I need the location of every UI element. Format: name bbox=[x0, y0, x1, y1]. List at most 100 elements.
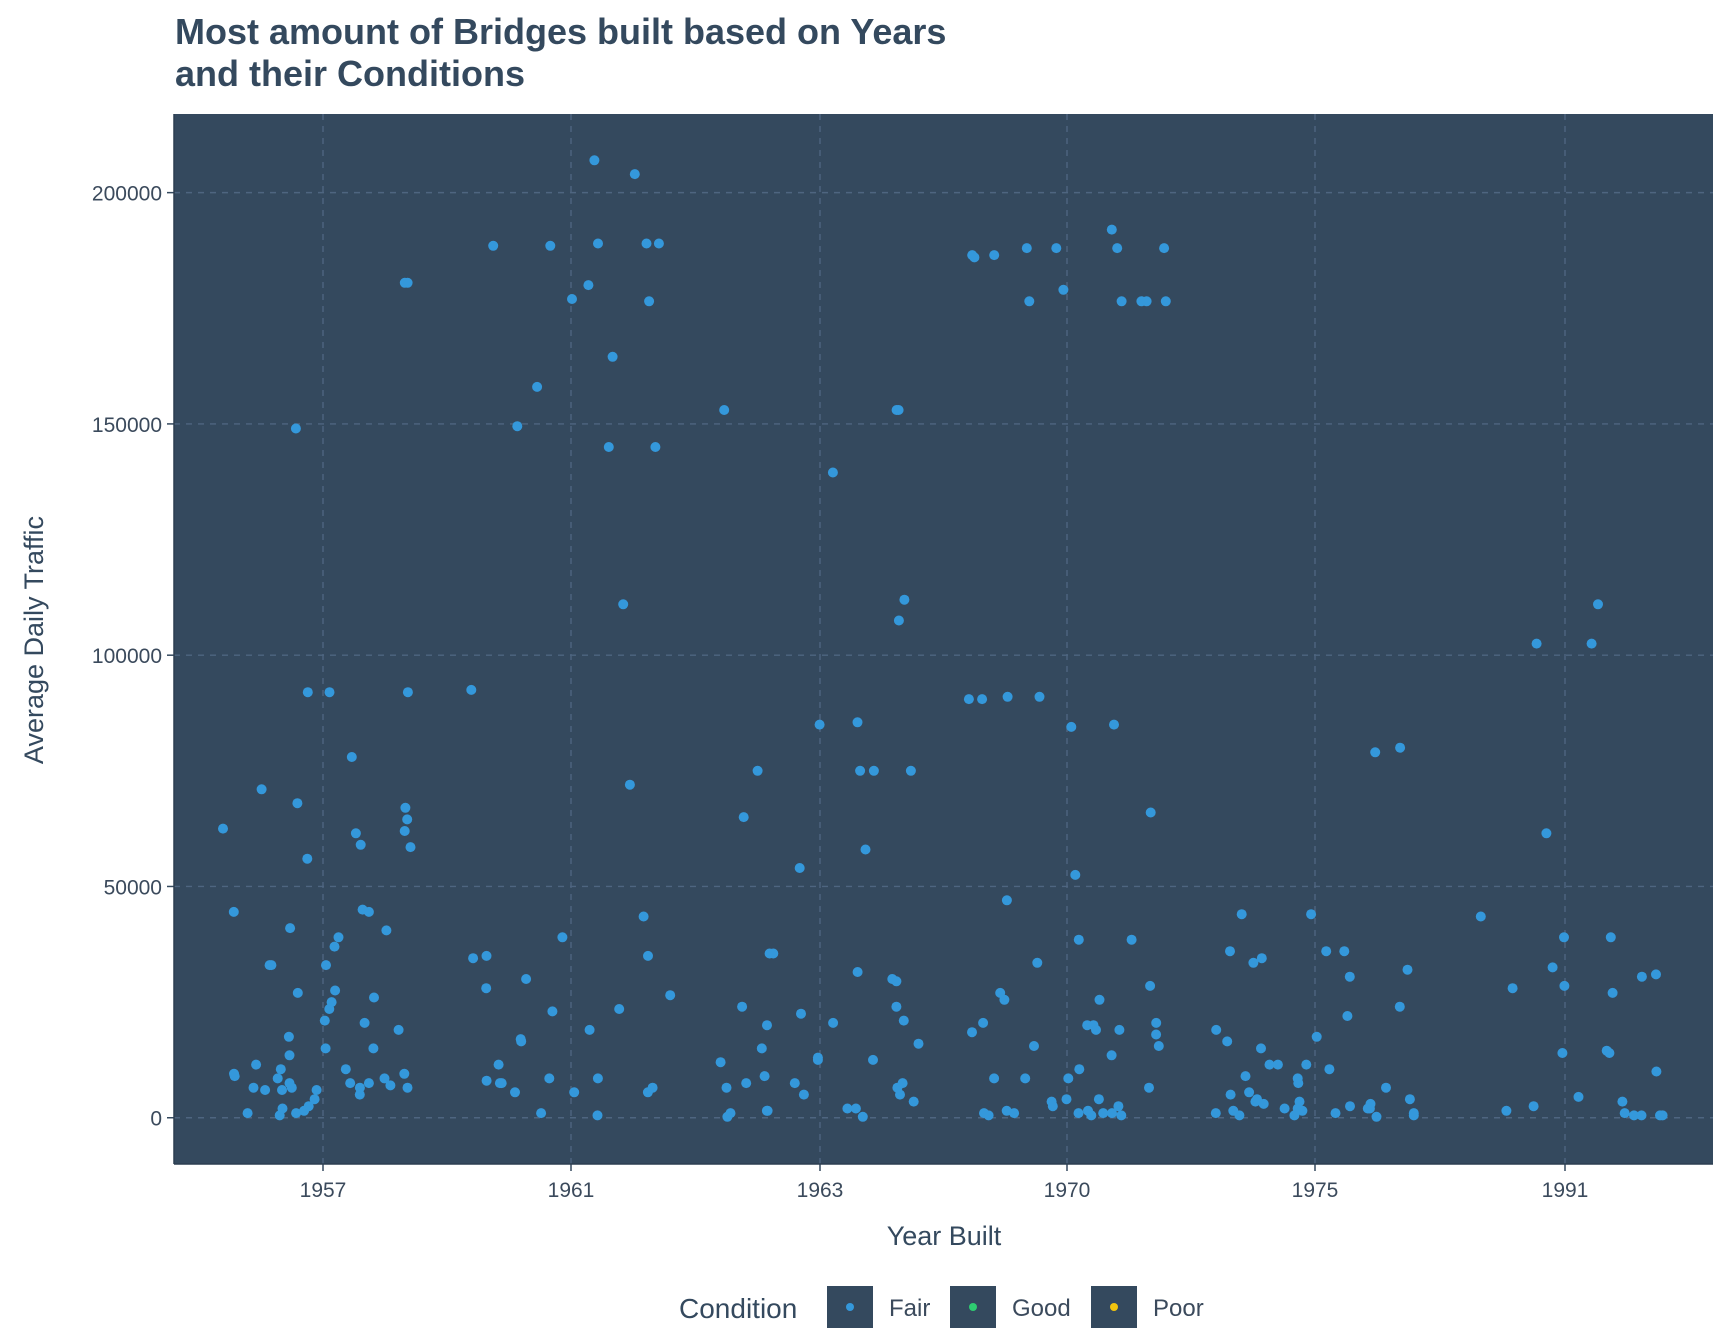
data-point-fair bbox=[852, 717, 863, 728]
data-point-fair bbox=[368, 1043, 379, 1054]
data-point-fair bbox=[624, 779, 635, 790]
data-point-fair bbox=[272, 1073, 283, 1084]
data-point-fair bbox=[1210, 1108, 1221, 1119]
data-point-fair bbox=[737, 1001, 748, 1012]
data-point-fair bbox=[1371, 1111, 1382, 1122]
data-point-fair bbox=[1116, 296, 1127, 307]
data-point-fair bbox=[852, 967, 863, 977]
legend-dot-good bbox=[969, 1303, 977, 1311]
data-point-fair bbox=[868, 1054, 878, 1065]
data-point-fair bbox=[399, 826, 410, 836]
data-point-fair bbox=[1106, 1050, 1117, 1061]
data-point-fair bbox=[468, 953, 479, 964]
data-point-fair bbox=[1160, 296, 1171, 307]
data-point-fair bbox=[641, 238, 652, 249]
data-point-fair bbox=[1279, 1103, 1290, 1114]
data-point-fair bbox=[1020, 1073, 1031, 1084]
data-point-fair bbox=[1236, 909, 1247, 920]
x-axis-title: Year Built bbox=[887, 1221, 1002, 1251]
data-point-fair bbox=[1586, 638, 1597, 649]
data-point-fair bbox=[1593, 599, 1603, 610]
data-point-fair bbox=[978, 1017, 989, 1028]
data-point-fair bbox=[1404, 1094, 1415, 1105]
data-point-fair bbox=[665, 990, 676, 1001]
data-point-fair bbox=[1394, 1001, 1405, 1012]
data-point-fair bbox=[752, 765, 763, 776]
data-point-fair bbox=[857, 1111, 868, 1122]
data-point-fair bbox=[1051, 243, 1062, 254]
data-point-fair bbox=[1559, 980, 1570, 991]
data-point-fair bbox=[1573, 1091, 1584, 1102]
data-point-fair bbox=[638, 911, 649, 922]
data-point-fair bbox=[891, 1001, 902, 1012]
data-point-fair bbox=[405, 842, 416, 853]
data-point-fair bbox=[1228, 1105, 1239, 1116]
data-point-fair bbox=[567, 294, 577, 304]
data-point-fair bbox=[399, 277, 410, 288]
data-point-fair bbox=[850, 1103, 861, 1114]
data-point-fair bbox=[814, 719, 825, 730]
data-point-fair bbox=[1248, 957, 1259, 968]
data-point-fair bbox=[569, 1087, 580, 1098]
legend-dot-poor bbox=[1110, 1303, 1118, 1311]
data-point-fair bbox=[319, 1015, 330, 1026]
y-tick-label: 0 bbox=[150, 1108, 162, 1131]
grid-lines bbox=[174, 114, 1713, 1164]
data-point-fair bbox=[544, 1073, 555, 1084]
data-point-fair bbox=[1342, 1011, 1353, 1021]
data-point-fair bbox=[764, 948, 775, 959]
data-point-fair bbox=[1292, 1073, 1303, 1084]
data-point-fair bbox=[1324, 1064, 1335, 1075]
data-point-fair bbox=[512, 421, 523, 432]
data-point-fair bbox=[1066, 721, 1077, 732]
data-point-fair bbox=[1240, 1071, 1251, 1082]
data-point-fair bbox=[1126, 934, 1137, 945]
data-point-fair bbox=[1225, 946, 1235, 957]
data-point-fair bbox=[989, 1073, 1000, 1084]
y-tick-label: 50000 bbox=[104, 876, 162, 899]
data-point-fair bbox=[892, 1082, 903, 1093]
data-point-fair bbox=[1528, 1101, 1539, 1112]
data-point-fair bbox=[290, 423, 301, 434]
data-point-fair bbox=[1256, 1043, 1266, 1054]
legend-label-fair: Fair bbox=[889, 1295, 930, 1322]
data-point-fair bbox=[402, 814, 413, 825]
data-point-fair bbox=[260, 1085, 271, 1095]
data-point-fair bbox=[1321, 946, 1332, 957]
data-point-fair bbox=[345, 1078, 356, 1089]
x-tick-label: 1970 bbox=[1044, 1179, 1091, 1202]
data-point-fair bbox=[1144, 1082, 1154, 1093]
data-point-fair bbox=[644, 296, 655, 307]
data-point-fair bbox=[828, 1017, 839, 1028]
y-tick-label: 150000 bbox=[92, 414, 162, 437]
data-point-fair bbox=[721, 1082, 732, 1093]
x-tick-label: 1963 bbox=[797, 1179, 844, 1202]
data-point-fair bbox=[1607, 987, 1618, 998]
data-point-fair bbox=[1094, 994, 1105, 1005]
data-point-fair bbox=[1345, 1101, 1355, 1112]
data-point-fair bbox=[618, 599, 629, 610]
data-point-fair bbox=[1655, 1110, 1665, 1121]
data-point-fair bbox=[868, 765, 879, 776]
data-point-fair bbox=[761, 1105, 772, 1116]
y-axis-title: Average Daily Traffic bbox=[19, 516, 49, 764]
data-point-fair bbox=[967, 1027, 977, 1038]
data-point-fair bbox=[1252, 1094, 1262, 1105]
data-point-fair bbox=[1002, 691, 1013, 702]
data-point-fair bbox=[979, 1108, 989, 1119]
data-point-fair bbox=[466, 684, 477, 695]
data-point-fair bbox=[1619, 1108, 1630, 1119]
data-point-fair bbox=[1001, 895, 1012, 906]
data-point-fair bbox=[860, 844, 871, 855]
data-point-fair bbox=[1381, 1082, 1391, 1093]
data-point-fair bbox=[359, 1017, 370, 1028]
data-point-fair bbox=[1507, 983, 1518, 994]
data-point-fair bbox=[1244, 1087, 1255, 1098]
data-point-fair bbox=[1106, 224, 1117, 235]
data-point-fair bbox=[1113, 1101, 1124, 1112]
data-point-fair bbox=[715, 1057, 726, 1068]
data-point-fair bbox=[1159, 243, 1170, 254]
data-point-fair bbox=[1395, 742, 1406, 753]
data-point-fair bbox=[842, 1103, 853, 1114]
